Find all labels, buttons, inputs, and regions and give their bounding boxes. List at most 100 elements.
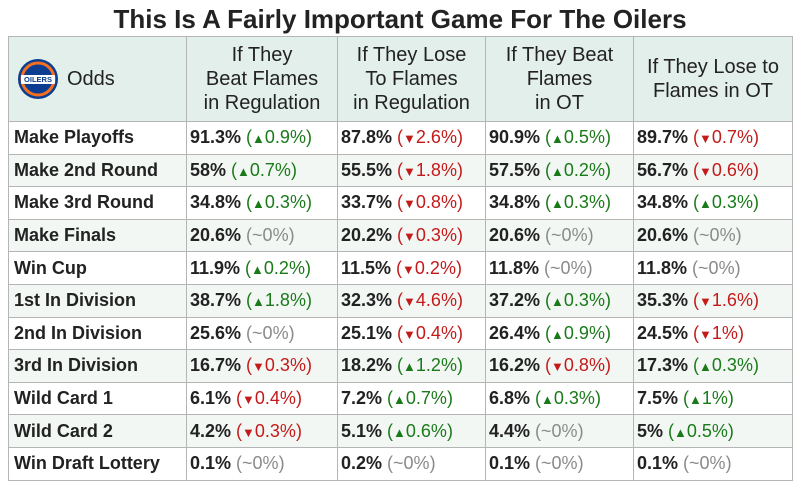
change-indicator: (▲0.7%) bbox=[382, 388, 453, 409]
down-arrow-icon: ▼ bbox=[551, 359, 564, 375]
change-indicator: (▼0.2%) bbox=[391, 257, 462, 278]
change-indicator: (▼0.3%) bbox=[231, 420, 302, 441]
change-value: ~0% bbox=[252, 322, 289, 343]
odds-value: 20.6% bbox=[489, 225, 541, 246]
change-indicator: (▼0.8%) bbox=[540, 355, 611, 376]
row-label: Make Playoffs bbox=[8, 121, 187, 155]
change-indicator: (▲0.9%) bbox=[540, 322, 611, 343]
table-cell: 11.9% (▲0.2%) bbox=[186, 251, 338, 285]
change-indicator: (▼1%) bbox=[688, 322, 744, 343]
down-arrow-icon: ▼ bbox=[699, 163, 712, 179]
row-label: Make 2nd Round bbox=[8, 153, 187, 188]
row-label: Win Cup bbox=[8, 251, 187, 285]
change-value: 0.3% bbox=[553, 388, 595, 409]
logo-text: OILERS bbox=[24, 75, 52, 84]
up-arrow-icon: ▲ bbox=[393, 392, 406, 408]
change-indicator: (▲0.5%) bbox=[663, 420, 734, 441]
change-indicator: (▲0.2%) bbox=[240, 257, 311, 278]
change-value: 0.3% bbox=[711, 355, 753, 376]
down-arrow-icon: ▼ bbox=[252, 359, 265, 375]
odds-value: 0.1% bbox=[489, 453, 531, 474]
odds-value: 16.7% bbox=[190, 355, 242, 376]
odds-value: 7.2% bbox=[341, 388, 383, 409]
column-header-line: in OT bbox=[535, 92, 584, 114]
down-arrow-icon: ▼ bbox=[403, 326, 416, 342]
odds-value: 17.3% bbox=[637, 355, 689, 376]
table-cell: 25.6% (~0%) bbox=[186, 316, 338, 351]
table-cell: 0.1% (~0%) bbox=[186, 446, 338, 481]
odds-value: 20.2% bbox=[341, 225, 393, 246]
odds-value: 0.1% bbox=[637, 453, 679, 474]
table-cell: 6.1% (▼0.4%) bbox=[186, 381, 338, 416]
up-arrow-icon: ▲ bbox=[551, 131, 564, 147]
change-value: 0.6% bbox=[405, 420, 447, 441]
table-cell: 18.2% (▲1.2%) bbox=[337, 349, 486, 383]
down-arrow-icon: ▼ bbox=[403, 196, 416, 212]
change-value: ~0% bbox=[551, 225, 588, 246]
change-value: ~0% bbox=[699, 225, 736, 246]
up-arrow-icon: ▲ bbox=[252, 294, 265, 310]
change-value: 0.2% bbox=[263, 257, 305, 278]
odds-value: 0.1% bbox=[190, 453, 232, 474]
down-arrow-icon: ▼ bbox=[699, 131, 712, 147]
change-indicator: (~0%) bbox=[530, 453, 584, 474]
odds-value: 7.5% bbox=[637, 388, 679, 409]
change-value: 0.3% bbox=[415, 225, 457, 246]
table-cell: 55.5% (▼1.8%) bbox=[337, 153, 486, 188]
change-value: 1.8% bbox=[264, 290, 306, 311]
change-value: 0.7% bbox=[405, 388, 447, 409]
change-value: 0.9% bbox=[563, 322, 605, 343]
odds-value: 5.1% bbox=[341, 420, 383, 441]
change-indicator: (~0%) bbox=[241, 225, 295, 246]
column-header-line: Beat Flames bbox=[205, 68, 319, 90]
table-cell: 20.6% (~0%) bbox=[633, 218, 793, 253]
change-value: ~0% bbox=[689, 453, 726, 474]
table-cell: 33.7% (▼0.8%) bbox=[337, 186, 486, 220]
column-header-line: in Regulation bbox=[353, 92, 470, 114]
table-cell: 4.2% (▼0.3%) bbox=[186, 414, 338, 448]
up-arrow-icon: ▲ bbox=[551, 196, 564, 212]
odds-value: 38.7% bbox=[190, 290, 242, 311]
column-header-lose-ot: If They Lose to Flames in OT bbox=[633, 36, 793, 122]
odds-value: 33.7% bbox=[341, 192, 393, 213]
odds-value: 18.2% bbox=[341, 355, 393, 376]
change-indicator: (▲0.3%) bbox=[688, 192, 759, 213]
change-value: 0.3% bbox=[254, 420, 296, 441]
table-cell: 37.2% (▲0.3%) bbox=[485, 283, 634, 318]
change-value: 0.7% bbox=[249, 159, 291, 180]
change-indicator: (▲0.3%) bbox=[530, 388, 601, 409]
change-indicator: (▲0.3%) bbox=[540, 192, 611, 213]
change-indicator: (~0%) bbox=[539, 257, 593, 278]
odds-table-body: Make Playoffs 91.3% (▲0.9%) 87.8% (▼2.6%) 9… bbox=[8, 121, 793, 481]
table-row: Make Finals 20.6% (~0%) 20.2% (▼0.3%) 20.6%… bbox=[8, 218, 793, 253]
column-header-line: in Regulation bbox=[203, 92, 321, 114]
change-indicator: (▲0.3%) bbox=[241, 192, 312, 213]
change-indicator: (▼2.6%) bbox=[392, 127, 463, 148]
down-arrow-icon: ▼ bbox=[403, 131, 416, 147]
column-header-line: Flames in OT bbox=[652, 80, 774, 102]
change-indicator: (~0%) bbox=[382, 453, 436, 474]
odds-value: 37.2% bbox=[489, 290, 541, 311]
odds-value: 20.6% bbox=[637, 225, 689, 246]
odds-value: 35.3% bbox=[637, 290, 689, 311]
column-header-line: If They Beat bbox=[505, 44, 614, 66]
table-row: Make 3rd Round 34.8% (▲0.3%) 33.7% (▼0.8%)… bbox=[8, 186, 793, 220]
odds-value: 25.6% bbox=[190, 322, 242, 343]
change-indicator: (▼1.6%) bbox=[688, 290, 759, 311]
change-value: 0.8% bbox=[415, 192, 457, 213]
change-indicator: (▼0.7%) bbox=[688, 127, 759, 148]
odds-table: OILERS Odds If They Beat Flames in Regulat… bbox=[8, 36, 793, 481]
table-cell: 6.8% (▲0.3%) bbox=[485, 381, 634, 416]
up-arrow-icon: ▲ bbox=[252, 196, 265, 212]
change-indicator: (▼4.6%) bbox=[392, 290, 463, 311]
odds-value: 89.7% bbox=[637, 127, 689, 148]
change-value: 1% bbox=[711, 322, 738, 343]
odds-value: 25.1% bbox=[341, 322, 393, 343]
odds-value: 6.8% bbox=[489, 388, 531, 409]
odds-value: 11.9% bbox=[190, 257, 241, 278]
change-indicator: (▲1.2%) bbox=[392, 355, 463, 376]
table-row: Wild Card 1 6.1% (▼0.4%) 7.2% (▲0.7%) 6.8% … bbox=[8, 381, 793, 416]
table-cell: 7.5% (▲1%) bbox=[633, 381, 793, 416]
change-value: 0.5% bbox=[686, 420, 728, 441]
change-value: ~0% bbox=[541, 453, 578, 474]
